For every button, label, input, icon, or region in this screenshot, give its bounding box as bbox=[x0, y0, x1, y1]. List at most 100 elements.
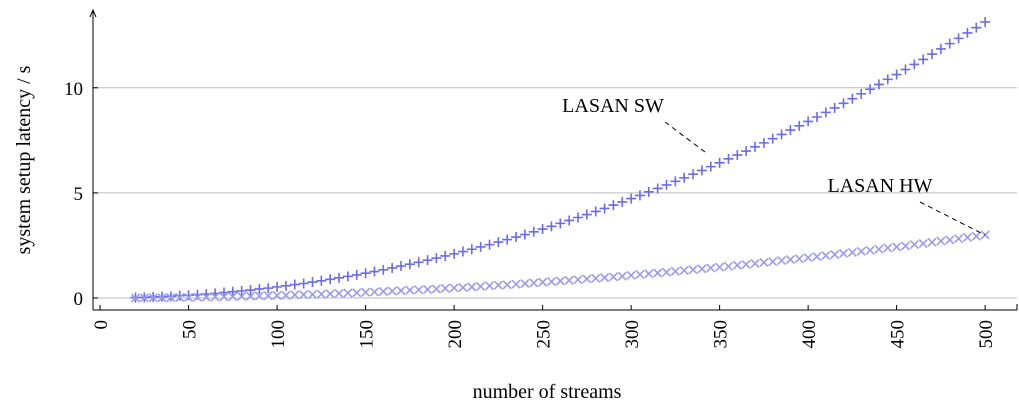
point bbox=[643, 186, 654, 197]
point bbox=[803, 253, 813, 263]
point bbox=[529, 278, 539, 288]
point bbox=[166, 293, 176, 303]
point bbox=[413, 257, 424, 268]
point bbox=[935, 43, 946, 54]
point bbox=[316, 275, 327, 286]
point bbox=[953, 33, 964, 44]
point bbox=[829, 102, 840, 113]
point bbox=[838, 248, 849, 259]
point bbox=[776, 129, 787, 140]
point bbox=[696, 165, 707, 176]
point bbox=[581, 209, 592, 220]
point bbox=[378, 264, 389, 275]
point bbox=[184, 292, 194, 302]
point bbox=[830, 249, 840, 260]
point bbox=[484, 281, 495, 291]
point bbox=[883, 243, 893, 253]
point bbox=[281, 290, 291, 300]
point bbox=[954, 234, 964, 244]
point bbox=[750, 258, 760, 269]
point bbox=[361, 287, 371, 297]
point bbox=[157, 293, 167, 303]
point bbox=[511, 232, 522, 243]
point bbox=[290, 290, 300, 300]
point bbox=[183, 290, 194, 301]
leader-line bbox=[664, 121, 706, 153]
point bbox=[714, 157, 725, 168]
point bbox=[980, 230, 990, 240]
point bbox=[759, 257, 769, 268]
point bbox=[307, 289, 318, 300]
point bbox=[794, 254, 804, 264]
point bbox=[573, 275, 583, 285]
point bbox=[369, 266, 380, 277]
point bbox=[352, 288, 362, 298]
point bbox=[785, 254, 795, 265]
point bbox=[414, 285, 424, 295]
point bbox=[732, 260, 742, 270]
point bbox=[502, 234, 513, 245]
point bbox=[245, 285, 256, 296]
x-tick-label: 50 bbox=[180, 320, 201, 339]
point bbox=[299, 290, 309, 300]
point bbox=[343, 288, 353, 298]
point bbox=[715, 262, 725, 272]
point bbox=[263, 283, 274, 294]
point bbox=[528, 226, 539, 237]
point bbox=[254, 283, 265, 294]
point bbox=[617, 271, 627, 281]
point bbox=[467, 282, 477, 292]
point bbox=[440, 283, 450, 293]
point bbox=[821, 250, 831, 261]
point bbox=[767, 133, 778, 144]
point bbox=[909, 240, 919, 250]
y-axis-label: system setup latency / s bbox=[13, 65, 35, 254]
point bbox=[599, 273, 610, 283]
point bbox=[599, 203, 610, 214]
leader-line bbox=[919, 201, 986, 236]
point bbox=[856, 88, 867, 99]
point bbox=[927, 237, 937, 247]
point bbox=[219, 292, 229, 302]
point bbox=[723, 153, 734, 164]
point bbox=[688, 265, 698, 275]
point bbox=[918, 239, 928, 249]
point bbox=[741, 146, 752, 157]
point bbox=[962, 27, 973, 38]
point bbox=[874, 244, 884, 254]
point bbox=[546, 221, 557, 232]
point bbox=[466, 244, 477, 255]
point bbox=[387, 286, 397, 296]
point bbox=[635, 269, 645, 280]
point bbox=[440, 250, 451, 261]
point bbox=[892, 242, 902, 252]
point bbox=[227, 286, 238, 297]
point bbox=[697, 264, 707, 274]
point bbox=[936, 236, 946, 246]
point bbox=[422, 255, 433, 266]
point bbox=[705, 161, 716, 172]
point bbox=[139, 293, 149, 303]
point bbox=[962, 232, 973, 243]
point bbox=[272, 281, 283, 292]
point bbox=[811, 112, 822, 123]
point bbox=[564, 215, 575, 226]
point bbox=[175, 293, 185, 303]
point bbox=[670, 176, 681, 187]
point bbox=[245, 291, 256, 301]
x-tick-label: 250 bbox=[534, 320, 555, 349]
point bbox=[564, 275, 574, 285]
point bbox=[626, 270, 636, 280]
point bbox=[210, 292, 220, 302]
point bbox=[927, 49, 938, 60]
point bbox=[856, 246, 866, 256]
point bbox=[192, 292, 203, 302]
point bbox=[750, 141, 761, 152]
point bbox=[148, 293, 158, 303]
point bbox=[130, 293, 141, 303]
point bbox=[298, 278, 309, 289]
point bbox=[546, 277, 557, 287]
point bbox=[626, 193, 637, 204]
point bbox=[325, 289, 335, 299]
